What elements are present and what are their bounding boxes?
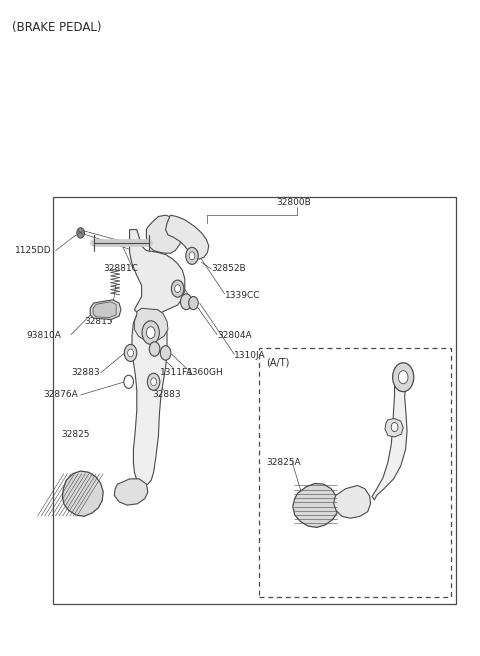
Text: 32883: 32883 — [153, 390, 181, 400]
Text: 1360GH: 1360GH — [187, 368, 224, 377]
Circle shape — [128, 349, 133, 357]
Polygon shape — [385, 419, 403, 437]
Text: (BRAKE PEDAL): (BRAKE PEDAL) — [12, 21, 101, 34]
Circle shape — [398, 371, 408, 384]
Circle shape — [186, 247, 198, 264]
Circle shape — [180, 294, 192, 310]
Text: (A/T): (A/T) — [266, 358, 290, 367]
Polygon shape — [372, 371, 410, 500]
Text: 93810A: 93810A — [26, 331, 61, 340]
Circle shape — [171, 280, 184, 297]
Text: 1125DD: 1125DD — [15, 246, 52, 255]
Circle shape — [391, 422, 398, 432]
Polygon shape — [114, 479, 148, 505]
Polygon shape — [93, 302, 116, 318]
Text: 32852B: 32852B — [211, 264, 246, 274]
Circle shape — [149, 342, 160, 356]
Text: 1311FA: 1311FA — [160, 368, 193, 377]
Circle shape — [175, 285, 180, 293]
Polygon shape — [62, 471, 103, 516]
Text: 1310JA: 1310JA — [234, 351, 266, 360]
Circle shape — [189, 297, 198, 310]
Circle shape — [147, 373, 160, 390]
Circle shape — [146, 327, 155, 338]
Text: 32881C: 32881C — [103, 264, 138, 274]
Polygon shape — [166, 215, 209, 259]
Text: 32825A: 32825A — [266, 458, 300, 467]
Bar — [259, 348, 451, 597]
Circle shape — [189, 252, 195, 260]
Text: 32876A: 32876A — [43, 390, 78, 400]
Text: 32815: 32815 — [84, 317, 113, 326]
Polygon shape — [90, 300, 121, 319]
Circle shape — [124, 344, 137, 361]
Circle shape — [142, 321, 159, 344]
Circle shape — [151, 378, 156, 386]
Text: 32804A: 32804A — [217, 331, 252, 340]
Text: 32883: 32883 — [71, 368, 100, 377]
Circle shape — [160, 346, 171, 360]
Text: 1339CC: 1339CC — [225, 291, 260, 300]
Bar — [53, 197, 456, 604]
Polygon shape — [293, 483, 338, 527]
Polygon shape — [130, 230, 185, 318]
Circle shape — [77, 228, 84, 238]
Text: 32825: 32825 — [61, 430, 90, 439]
Polygon shape — [132, 310, 167, 485]
Circle shape — [393, 363, 414, 392]
Text: 32800B: 32800B — [276, 197, 311, 207]
Polygon shape — [334, 485, 371, 518]
Polygon shape — [134, 308, 168, 341]
Circle shape — [124, 375, 133, 388]
Polygon shape — [146, 215, 181, 253]
